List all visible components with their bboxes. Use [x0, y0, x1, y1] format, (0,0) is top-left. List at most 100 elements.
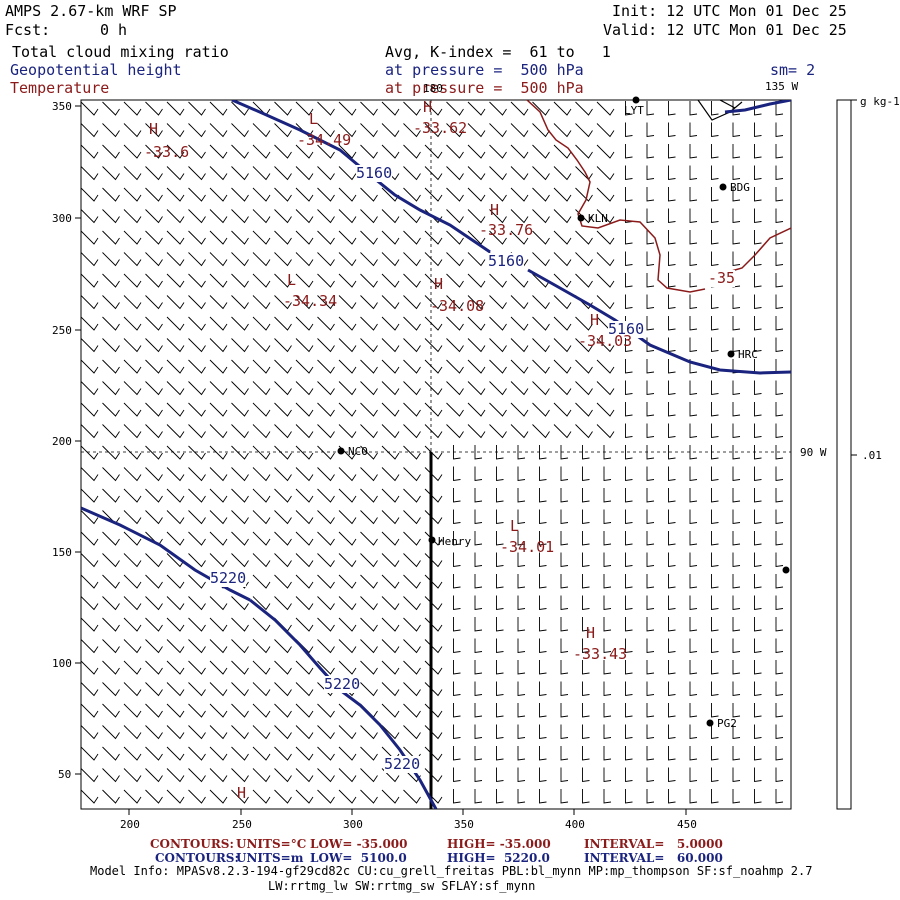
wind-barb [295, 553, 314, 568]
wind-barb [231, 768, 249, 783]
wind-barb [317, 316, 335, 331]
wind-barb [711, 681, 719, 697]
valid-time: Valid: 12 UTC Mon 01 Dec 25 [603, 21, 847, 39]
wind-barb [295, 768, 314, 783]
wind-barb [625, 746, 633, 761]
wind-barb [496, 466, 504, 482]
wind-barb [102, 295, 120, 310]
wind-barb [453, 552, 461, 568]
wind-barb [403, 230, 421, 245]
wind-barb [123, 166, 142, 181]
wind-barb [231, 101, 249, 116]
wind-barb [582, 703, 590, 718]
wind-barb [381, 252, 400, 267]
wind-barb [317, 187, 335, 202]
wind-barb [188, 553, 206, 568]
wind-barb [317, 639, 335, 654]
wind-barb [188, 531, 206, 546]
wind-barb [539, 746, 547, 761]
wind-barb [560, 703, 569, 718]
wind-barb [775, 595, 784, 611]
wind-barb [102, 230, 120, 245]
wind-barb [732, 488, 741, 503]
wind-barb [231, 445, 249, 460]
wind-barb [274, 574, 292, 589]
wind-barb [166, 703, 185, 718]
wind-barb [123, 402, 142, 417]
wind-barb [360, 445, 378, 460]
wind-barb [231, 273, 249, 288]
wind-barb [403, 144, 421, 159]
lon-label-135w: 135 W [765, 80, 799, 93]
wind-barb [295, 273, 314, 288]
wind-barb [596, 230, 615, 245]
wind-barb [81, 639, 99, 654]
wind-barb [625, 789, 633, 804]
wind-barb [102, 531, 120, 546]
wind-barb [145, 402, 163, 417]
temp-contour-1 [526, 100, 706, 293]
wind-barb [754, 531, 762, 546]
wind-barb [646, 316, 655, 331]
wind-barb [166, 209, 185, 224]
wind-barb [295, 295, 314, 310]
wind-barb [711, 122, 719, 138]
wind-barb [381, 445, 400, 460]
wind-barb [625, 660, 633, 675]
wind-barb [668, 251, 676, 267]
wind-barb [575, 381, 593, 396]
wind-barb [446, 316, 464, 331]
wind-barb [166, 488, 185, 503]
wind-barb [489, 123, 507, 138]
wind-barb [252, 596, 271, 611]
wind-barb [231, 230, 249, 245]
wind-barb [575, 252, 593, 267]
wind-barb [381, 209, 400, 224]
wind-barb [646, 488, 655, 503]
wind-barb [102, 617, 120, 632]
wind-barb [517, 509, 526, 525]
wind-barb [123, 381, 142, 396]
wind-barb [123, 187, 142, 202]
wind-barb [754, 187, 762, 202]
wind-barb [467, 252, 486, 267]
wind-barb [510, 123, 529, 138]
wind-barb [145, 338, 163, 353]
wind-barb [360, 617, 378, 632]
wind-barb [81, 252, 99, 267]
wind-barb [596, 123, 615, 138]
wind-barb [209, 467, 228, 482]
wind-barb [689, 746, 698, 761]
height-label-5160-c: 5160 [608, 320, 645, 338]
wind-barb [231, 531, 249, 546]
wind-barb [403, 123, 421, 138]
wind-barb [338, 789, 357, 804]
wind-barb [775, 681, 784, 697]
wind-barb [123, 682, 142, 697]
wind-barb [188, 187, 206, 202]
wind-barb [489, 295, 507, 310]
wind-barb [711, 789, 719, 804]
wind-barb [510, 101, 529, 116]
wind-barb [732, 187, 741, 202]
wind-barb [560, 638, 569, 654]
wind-barb [188, 123, 206, 138]
wind-barb [496, 660, 504, 675]
wind-barb [646, 230, 655, 245]
wind-barb [732, 789, 741, 804]
wind-barb [403, 660, 421, 675]
plot-frame [80, 99, 792, 810]
wind-barb [446, 230, 464, 245]
wind-barb [474, 617, 483, 632]
wind-barb [553, 230, 572, 245]
wind-barb [689, 101, 698, 116]
wind-barb [360, 359, 378, 374]
wind-barb [209, 209, 228, 224]
wind-barb [625, 724, 633, 740]
wind-barb [496, 789, 504, 804]
wind-barb [775, 208, 784, 224]
wind-barb [474, 660, 483, 675]
station-hrc: HRC [738, 348, 758, 361]
wind-barb [252, 660, 271, 675]
wind-barb [532, 359, 550, 374]
